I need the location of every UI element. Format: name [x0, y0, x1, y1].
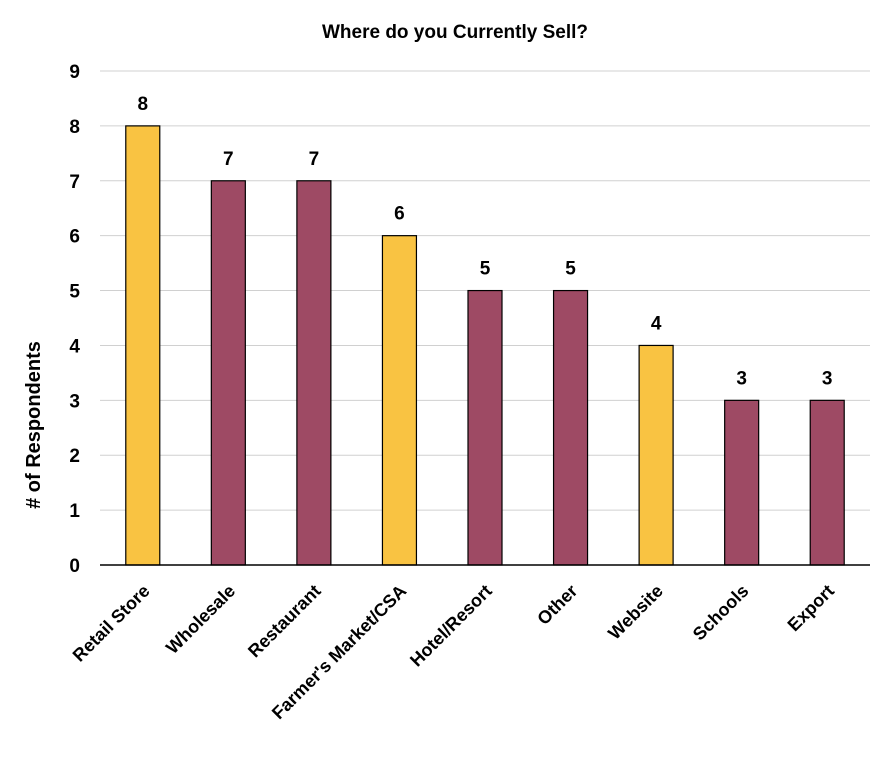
- x-tick-label: Wholesale: [162, 581, 239, 658]
- y-axis-ticks: 0 1 2 3 4 5 6 7 8 9: [69, 62, 80, 577]
- x-tick-label: Website: [604, 581, 667, 644]
- bar: [296, 180, 332, 566]
- data-label: 5: [480, 259, 491, 280]
- data-label: 7: [309, 149, 320, 170]
- x-tick-label: Hotel/Resort: [406, 581, 496, 671]
- y-tick-label: 6: [69, 227, 80, 248]
- data-labels: 8 7 7 6 5 5 4 3 3: [137, 94, 832, 389]
- y-tick-label: 1: [69, 501, 80, 522]
- bars: [125, 125, 845, 566]
- data-label: 4: [651, 313, 662, 334]
- y-tick-label: 4: [69, 336, 80, 357]
- bar: [638, 344, 674, 566]
- x-tick-label: Schools: [689, 581, 753, 645]
- x-tick-label: Restaurant: [244, 581, 325, 662]
- y-tick-label: 8: [69, 117, 80, 138]
- y-tick-label: 7: [69, 172, 80, 193]
- bar: [381, 235, 418, 566]
- bar: [210, 180, 246, 566]
- data-label: 3: [736, 368, 747, 389]
- x-tick-label: Retail Store: [69, 581, 154, 666]
- y-tick-label: 9: [69, 62, 80, 83]
- data-label: 5: [565, 259, 576, 280]
- chart-title: Where do you Currently Sell?: [322, 22, 588, 43]
- data-label: 3: [822, 368, 833, 389]
- x-tick-label: Export: [784, 581, 838, 635]
- bar: [125, 125, 161, 566]
- bar: [809, 399, 845, 566]
- bar: [467, 289, 503, 566]
- y-axis-label: # of Respondents: [23, 341, 45, 509]
- y-tick-label: 0: [69, 556, 80, 577]
- bar: [552, 289, 589, 566]
- x-axis-tick-labels: Retail Store Wholesale RestaurantFarmer's …: [69, 581, 838, 723]
- data-label: 7: [223, 149, 234, 170]
- y-tick-label: 3: [69, 391, 80, 412]
- x-tick-label: Other: [533, 581, 581, 629]
- data-label: 6: [394, 204, 405, 225]
- y-tick-label: 2: [69, 446, 80, 467]
- bar: [724, 399, 760, 566]
- y-tick-label: 5: [69, 282, 80, 303]
- data-label: 8: [137, 94, 148, 115]
